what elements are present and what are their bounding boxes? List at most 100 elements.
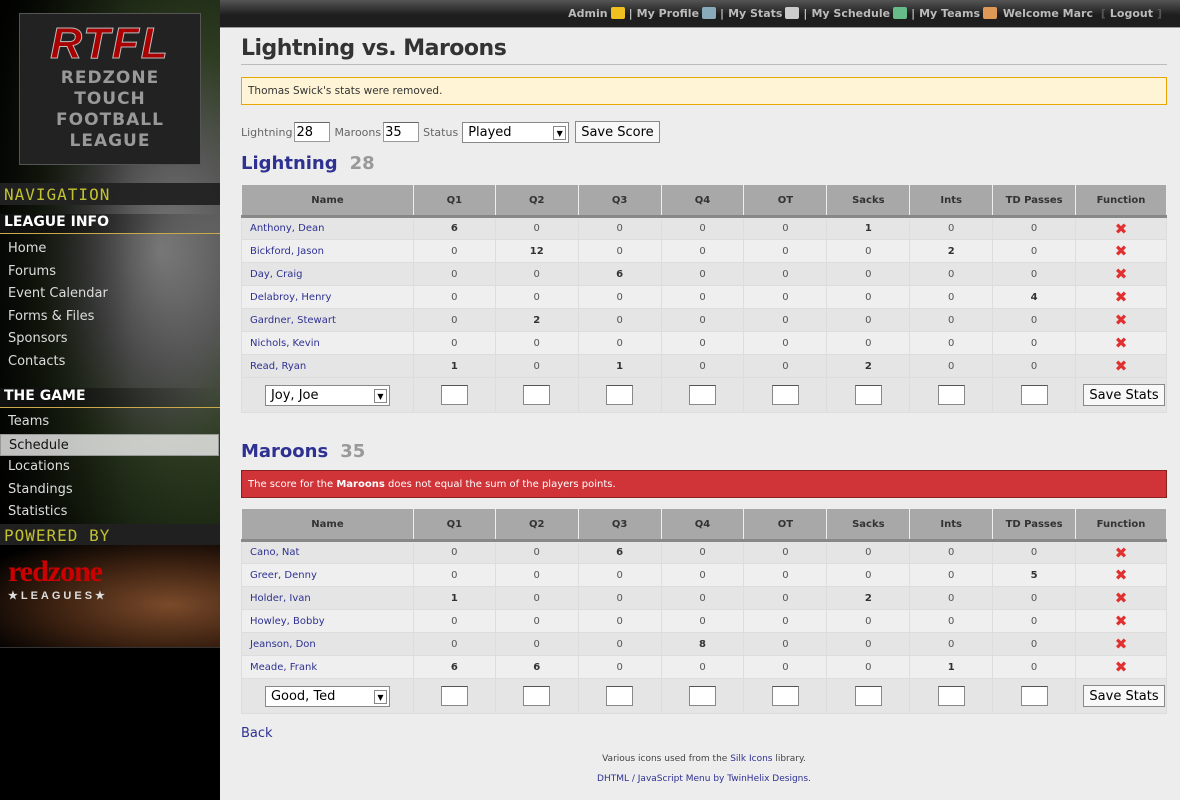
stat-value: 8 — [699, 638, 706, 650]
player-name-link[interactable]: Jeanson, Don — [241, 632, 414, 656]
stat-input-q1[interactable] — [440, 686, 468, 706]
sidebar-item-contacts[interactable]: Contacts — [8, 353, 66, 369]
player-name-link[interactable]: Anthony, Dean — [241, 216, 414, 240]
player-name-link[interactable]: Gardner, Stewart — [241, 308, 414, 332]
sidebar-item-forms-files[interactable]: Forms & Files — [8, 308, 95, 324]
player-name-link[interactable]: Delabroy, Henry — [241, 285, 414, 309]
stat-input-td-passes[interactable] — [1020, 686, 1048, 706]
sidebar-item-event-calendar[interactable]: Event Calendar — [8, 286, 108, 301]
input-cell — [992, 678, 1077, 714]
delete-icon[interactable]: ✖ — [1114, 219, 1128, 238]
stat-value: 0 — [948, 592, 955, 604]
delete-icon[interactable]: ✖ — [1114, 357, 1128, 375]
player-select[interactable]: Joy, Joe ▼ — [264, 384, 390, 406]
player-name-link[interactable]: Bickford, Jason — [241, 239, 414, 263]
sidebar-item-home[interactable]: Home — [8, 241, 47, 256]
sidebar-item-forums[interactable]: Forums — [8, 263, 56, 279]
stat-input-q4[interactable] — [689, 686, 717, 706]
stat-input-ints[interactable] — [937, 385, 965, 405]
sidebar-item-sponsors[interactable]: Sponsors — [8, 331, 68, 346]
column-header-td-passes: TD Passes — [992, 508, 1077, 542]
top-link-my-schedule[interactable]: My Schedule — [811, 7, 908, 20]
stat-value: 0 — [865, 661, 872, 673]
player-name-link[interactable]: Nichols, Kevin — [241, 331, 414, 355]
twinhelix-link[interactable]: DHTML / JavaScript Menu by TwinHelix Des… — [597, 774, 809, 784]
stat-input-q3[interactable] — [606, 686, 634, 706]
sidebar-item-locations[interactable]: Locations — [8, 459, 70, 474]
stat-cell-ints: 0 — [909, 632, 994, 656]
stat-input-ints[interactable] — [937, 686, 965, 706]
top-link-my-profile[interactable]: My Profile — [637, 7, 717, 20]
stat-input-td-passes[interactable] — [1020, 385, 1048, 405]
silk-icons-link[interactable]: Silk Icons — [730, 754, 773, 764]
function-cell: ✖ — [1075, 216, 1167, 240]
save-cell: Save Stats — [1075, 678, 1167, 714]
player-name-link[interactable]: Greer, Denny — [241, 563, 414, 587]
section-league-info: LEAGUE INFO — [0, 214, 220, 234]
delete-icon[interactable]: ✖ — [1114, 334, 1128, 352]
stat-cell-ints: 2 — [909, 239, 994, 263]
stat-cell-sacks: 0 — [826, 540, 911, 564]
delete-icon[interactable]: ✖ — [1114, 288, 1128, 306]
top-link-my-stats[interactable]: My Stats — [728, 7, 800, 20]
player-name-link[interactable]: Read, Ryan — [241, 354, 414, 378]
save-stats-button[interactable]: Save Stats — [1083, 384, 1165, 406]
delete-icon[interactable]: ✖ — [1114, 566, 1128, 584]
stat-value: 0 — [782, 592, 789, 604]
delete-icon[interactable]: ✖ — [1114, 265, 1128, 283]
top-link-my-teams[interactable]: My Teams — [919, 7, 997, 20]
stat-cell-q3: 0 — [577, 655, 662, 679]
league-logo[interactable]: RTFL REDZONE TOUCH FOOTBALL LEAGUE — [19, 13, 201, 165]
delete-icon[interactable]: ✖ — [1114, 658, 1128, 676]
stat-input-sacks[interactable] — [854, 385, 882, 405]
stat-cell-ot: 0 — [743, 632, 828, 656]
player-name-link[interactable]: Howley, Bobby — [241, 609, 414, 633]
player-name-link[interactable]: Meade, Frank — [241, 655, 414, 679]
player-select[interactable]: Good, Ted ▼ — [264, 685, 390, 707]
stat-cell-sacks: 2 — [826, 354, 911, 378]
sidebar-item-teams[interactable]: Teams — [8, 414, 50, 429]
logout-link[interactable]: Logout — [1109, 7, 1153, 20]
stat-input-sacks[interactable] — [854, 686, 882, 706]
stat-cell-q1: 0 — [412, 285, 496, 309]
player-name-link[interactable]: Cano, Nat — [241, 540, 414, 564]
back-link[interactable]: Back — [241, 726, 273, 741]
delete-icon[interactable]: ✖ — [1114, 543, 1128, 562]
player-name-link[interactable]: Day, Craig — [241, 262, 414, 286]
stat-cell-q4: 0 — [660, 563, 745, 587]
stat-input-q2[interactable] — [523, 385, 551, 405]
stat-input-q4[interactable] — [689, 385, 717, 405]
stat-input-q1[interactable] — [440, 385, 468, 405]
delete-icon[interactable]: ✖ — [1114, 612, 1128, 630]
stat-input-ot[interactable] — [771, 686, 799, 706]
away-score-input[interactable] — [383, 122, 420, 142]
player-select-cell: Good, Ted ▼ — [241, 678, 414, 714]
stat-value: 0 — [782, 638, 789, 650]
stat-cell-q1: 0 — [412, 308, 496, 332]
top-link-admin[interactable]: Admin — [568, 7, 625, 20]
input-cell — [743, 377, 828, 413]
delete-icon[interactable]: ✖ — [1114, 311, 1128, 329]
stat-value: 2 — [947, 245, 955, 257]
stat-value: 0 — [948, 223, 955, 234]
sidebar-item-standings[interactable]: Standings — [8, 481, 73, 497]
delete-icon[interactable]: ✖ — [1114, 242, 1128, 260]
table-row: Cano, Nat 0 0 6 0 0 0 0 0 ✖ — [241, 540, 1167, 564]
stat-value: 0 — [699, 569, 706, 581]
player-select-value: Good, Ted — [270, 688, 336, 704]
status-select[interactable]: Played ▼ — [462, 121, 570, 143]
delete-icon[interactable]: ✖ — [1114, 589, 1128, 607]
column-header-sacks: Sacks — [826, 184, 911, 218]
save-stats-button[interactable]: Save Stats — [1083, 685, 1165, 707]
player-name-link[interactable]: Holder, Ivan — [241, 586, 414, 610]
redzone-leagues-logo[interactable]: redzone ★LEAGUES★ — [0, 545, 220, 648]
home-score-input[interactable] — [294, 122, 331, 142]
delete-icon[interactable]: ✖ — [1114, 635, 1128, 653]
stat-input-q3[interactable] — [606, 385, 634, 405]
stat-input-q2[interactable] — [523, 686, 551, 706]
sidebar-item-schedule[interactable]: Schedule — [0, 433, 219, 456]
sidebar-item-statistics[interactable]: Statistics — [8, 504, 68, 519]
save-score-button[interactable]: Save Score — [575, 121, 660, 143]
stat-input-ot[interactable] — [771, 385, 799, 405]
stat-cell-sacks: 0 — [826, 609, 911, 633]
